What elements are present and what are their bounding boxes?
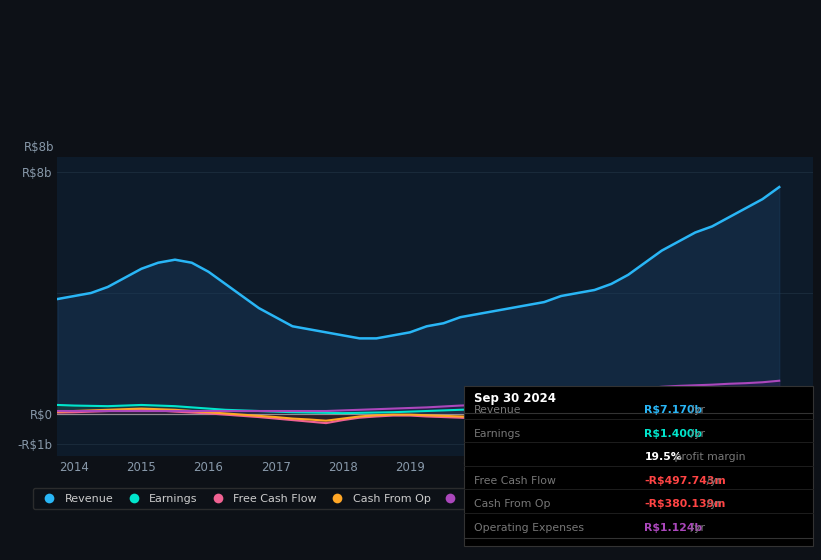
Text: R$1.400b: R$1.400b bbox=[644, 429, 703, 439]
Text: Cash From Op: Cash From Op bbox=[474, 500, 550, 510]
Legend: Revenue, Earnings, Free Cash Flow, Cash From Op, Operating Expenses: Revenue, Earnings, Free Cash Flow, Cash … bbox=[33, 488, 584, 509]
Text: R$1.124b: R$1.124b bbox=[644, 523, 703, 533]
Text: Sep 30 2024: Sep 30 2024 bbox=[474, 392, 556, 405]
Text: /yr: /yr bbox=[703, 476, 721, 486]
Text: Earnings: Earnings bbox=[474, 429, 521, 439]
Text: /yr: /yr bbox=[687, 429, 705, 439]
Text: Revenue: Revenue bbox=[474, 405, 521, 416]
Text: R$7.170b: R$7.170b bbox=[644, 405, 703, 416]
Text: profit margin: profit margin bbox=[672, 452, 745, 463]
Text: /yr: /yr bbox=[703, 500, 721, 510]
Text: R$8b: R$8b bbox=[24, 141, 54, 154]
Text: Operating Expenses: Operating Expenses bbox=[474, 523, 584, 533]
Text: -R$380.139m: -R$380.139m bbox=[644, 500, 726, 510]
Text: 19.5%: 19.5% bbox=[644, 452, 682, 463]
Text: Free Cash Flow: Free Cash Flow bbox=[474, 476, 556, 486]
Text: /yr: /yr bbox=[687, 405, 705, 416]
Text: /yr: /yr bbox=[687, 523, 705, 533]
Text: -R$497.743m: -R$497.743m bbox=[644, 476, 727, 486]
